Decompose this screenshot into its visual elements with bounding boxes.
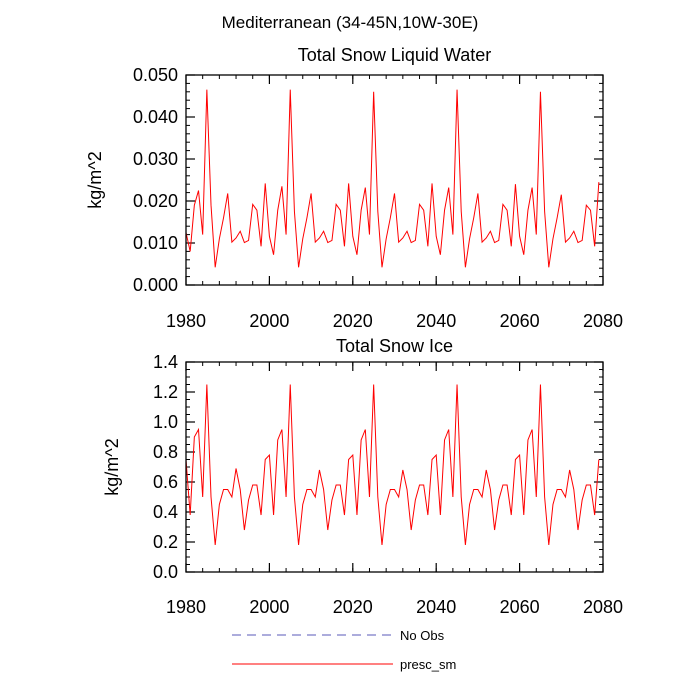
- x-tick-label: 1980: [166, 597, 206, 617]
- y-tick-label: 1.2: [153, 382, 178, 402]
- plot-frame: [185, 361, 604, 573]
- y-tick-label: 0.010: [133, 233, 178, 253]
- y-axis-label: kg/m^2: [85, 151, 105, 208]
- panel-snow-ice: Total Snow Ice kg/m^2 0.0 0.2 0.4 0.6 0.8 1.0 1.…: [102, 336, 623, 617]
- plot-frame: [185, 74, 604, 286]
- x-tick-label: 1980: [166, 311, 206, 331]
- x-tick-label: 2080: [583, 311, 623, 331]
- y-axis-label: kg/m^2: [102, 438, 122, 495]
- series-line-presc_sm: [185, 384, 600, 546]
- y-tick-label: 0.2: [153, 532, 178, 552]
- legend-presc-sm-label: presc_sm: [400, 657, 456, 672]
- y-tick-label: 0.6: [153, 472, 178, 492]
- x-tick-label: 2080: [583, 597, 623, 617]
- y-tick-label: 0.000: [133, 275, 178, 295]
- panel-snow-liquid-water: Total Snow Liquid Water kg/m^2 0.000 0.010 0…: [85, 45, 623, 331]
- series-line-presc_sm: [185, 89, 600, 268]
- x-tick-label: 2020: [333, 597, 373, 617]
- panel-title: Total Snow Ice: [336, 336, 453, 356]
- figure-title: Mediterranean (34-45N,10W-30E): [222, 13, 479, 32]
- x-tick-label: 2040: [416, 597, 456, 617]
- y-tick-label: 0.0: [153, 562, 178, 582]
- y-tick-label: 0.040: [133, 107, 178, 127]
- x-tick-label: 2060: [500, 597, 540, 617]
- x-tick-label: 2000: [249, 597, 289, 617]
- y-tick-label: 1.0: [153, 412, 178, 432]
- y-tick-label: 0.030: [133, 149, 178, 169]
- y-tick-label: 0.8: [153, 442, 178, 462]
- legend-no-obs-label: No Obs: [400, 628, 445, 643]
- y-tick-label: 0.4: [153, 502, 178, 522]
- y-tick-label: 0.020: [133, 191, 178, 211]
- legend: No Obs presc_sm: [232, 628, 456, 672]
- x-tick-label: 2060: [500, 311, 540, 331]
- x-tick-label: 2000: [249, 311, 289, 331]
- panel-title: Total Snow Liquid Water: [298, 45, 491, 65]
- y-tick-label: 0.050: [133, 65, 178, 85]
- x-tick-label: 2040: [416, 311, 456, 331]
- y-tick-label: 1.4: [153, 352, 178, 372]
- x-tick-label: 2020: [333, 311, 373, 331]
